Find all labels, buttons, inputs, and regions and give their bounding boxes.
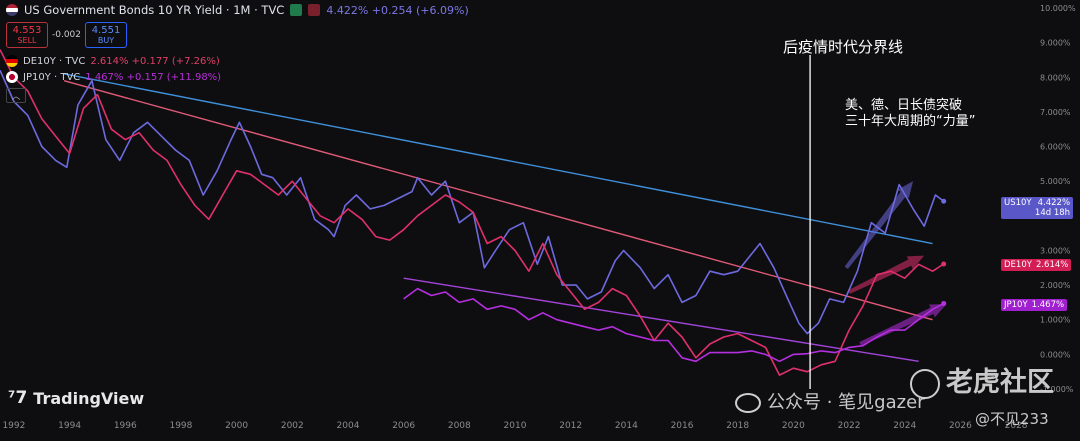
x-tick-label: 1998 [169,421,192,431]
us-value: 4.422% +0.254 (+6.09%) [326,3,469,17]
de-label: DE10Y · TVC [23,55,86,67]
y-tick-label: 6.000% [1040,143,1071,152]
de-value: 2.614% +0.177 (+7.26%) [90,55,220,67]
y-tick-label: 3.000% [1040,246,1071,255]
us10y-price-tag: US10Y 4.422% 14d 18h [1001,197,1074,219]
x-tick-label: 2022 [838,421,861,431]
y-tick-label: 2.000% [1040,281,1071,290]
trade-panel: 4.553 SELL -0.002 4.551 BUY [6,22,128,48]
series-line-de10y[interactable] [0,49,945,376]
x-tick-label: 2002 [281,421,304,431]
buy-button[interactable]: 4.551 BUY [85,22,128,48]
x-tick-label: 2020 [782,421,805,431]
x-tick-label: 2012 [559,421,582,431]
wechat-watermark: 公众号 · 笔见gazer [735,388,925,414]
x-tick-label: 2008 [448,421,471,431]
jp-value: 1.467% +0.157 (+11.98%) [85,71,222,83]
x-tick-label: 2004 [337,421,360,431]
tiger-watermark: 老虎社区 [910,360,1054,399]
last-point-us10y [941,198,947,204]
x-tick-label: 2014 [615,421,638,431]
jp-label: JP10Y · TVC [23,71,81,83]
x-tick-label: 1996 [114,421,137,431]
y-tick-label: 7.000% [1040,108,1071,117]
trend-line-blue[interactable] [63,73,933,245]
legend-row-de[interactable]: DE10Y · TVC 2.614% +0.177 (+7.26%) [6,55,220,67]
wechat-icon [735,393,761,413]
y-tick-label: 8.000% [1040,73,1071,82]
jp10y-price-tag: JP10Y 1.467% [1001,299,1068,311]
symbol-title[interactable]: US Government Bonds 10 YR Yield · 1M · T… [24,3,285,17]
y-tick-label: 1.000% [1040,316,1071,325]
chevron-up-icon[interactable]: ︿ [6,88,26,103]
x-tick-label: 2016 [671,421,694,431]
us-flag-icon [6,4,18,16]
y-tick-label: 9.000% [1040,39,1071,48]
y-tick-label: 5.000% [1040,177,1071,186]
x-tick-label: 1994 [58,421,81,431]
de10y-price-tag: DE10Y 2.614% [1001,259,1072,271]
x-tick-label: 2000 [225,421,248,431]
post-covid-annotation: 后疫情时代分界线 [783,38,904,56]
japan-flag-icon [6,71,18,83]
spread-value: -0.002 [52,30,82,40]
germany-flag-icon [6,55,18,67]
y-tick-label: -1.000% [1040,385,1074,394]
breakout-annotation: 美、德、日长债突破 三十年大周期的“力量” [845,98,976,129]
red-marker-icon[interactable] [308,4,321,16]
chart-header: US Government Bonds 10 YR Yield · 1M · T… [6,3,469,17]
jp-breakout-arrow [859,304,947,346]
x-tick-label: 1992 [2,421,25,431]
series-lines [0,49,947,376]
last-point-de10y [941,261,947,267]
x-tick-label: 2018 [726,421,749,431]
sell-button[interactable]: 4.553 SELL [6,22,48,48]
y-tick-label: 10.000% [1040,4,1076,13]
trend-lines [63,73,933,362]
trend-line-purple[interactable] [403,277,919,362]
tradingview-icon: ⁷7 [8,388,28,408]
tiger-icon [910,368,940,399]
us-breakout-arrow [844,181,914,269]
trend-line-pink[interactable] [63,80,933,321]
de-breakout-arrow [848,255,925,294]
series-line-us10y[interactable] [0,69,945,335]
x-tick-label: 2024 [893,421,916,431]
x-tick-label: 2028 [1005,421,1028,431]
x-tick-label: 2026 [949,421,972,431]
green-marker-icon[interactable] [290,4,303,16]
y-tick-label: 0.000% [1040,350,1071,359]
tradingview-logo[interactable]: ⁷7 TradingView [8,388,145,408]
author-handle: @不见233 [975,410,1049,428]
legend-row-jp[interactable]: JP10Y · TVC 1.467% +0.157 (+11.98%) [6,71,221,83]
x-tick-label: 2010 [504,421,527,431]
x-tick-label: 2006 [392,421,415,431]
annotation-overlay [809,55,947,389]
series-line-jp10y[interactable] [403,287,945,363]
x-axis-labels: 1992 1994 1996 1998 2000 2002 2004 2006 2008 2010… [2,421,1027,431]
